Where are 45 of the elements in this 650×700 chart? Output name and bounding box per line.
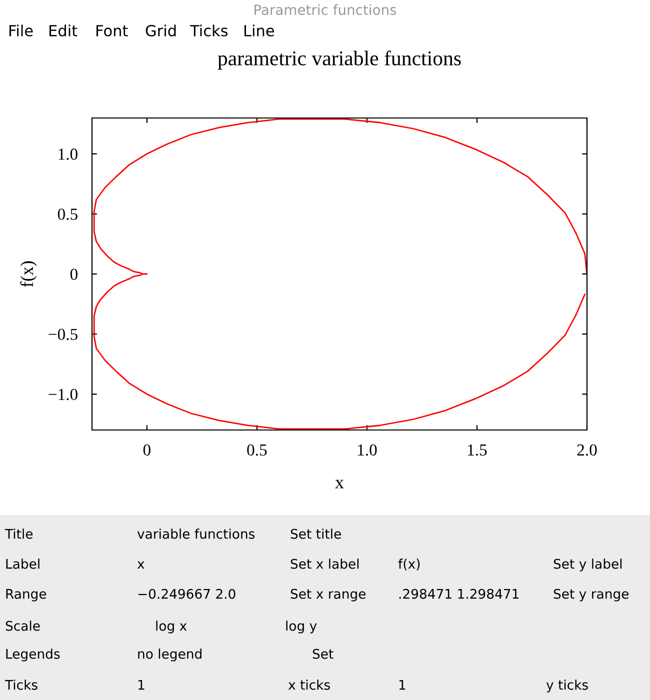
text: no legend xyxy=(138,648,202,662)
y-tick-label: −0.5 xyxy=(48,328,78,340)
text: Set x range xyxy=(290,588,366,602)
text: Set x label xyxy=(290,558,359,569)
y-axis-title: f(x) xyxy=(20,261,37,287)
x-axis-title: x xyxy=(335,480,344,488)
text: Edit xyxy=(50,24,78,36)
text: Ticks xyxy=(4,680,38,690)
x-tick-label: 0.5 xyxy=(247,444,267,456)
y-tick-label: 0.5 xyxy=(58,208,78,220)
x-tick-label: 1.0 xyxy=(358,444,377,456)
text: Font xyxy=(96,25,128,36)
text: y ticks xyxy=(546,680,588,692)
text: x ticks xyxy=(288,680,330,690)
text: f(x) xyxy=(398,558,420,570)
text: 1 xyxy=(138,680,144,690)
text: Set y label xyxy=(554,558,622,572)
y-tick-label: 1.0 xyxy=(58,148,78,160)
text: Line xyxy=(244,24,274,36)
y-tick-label: −1.0 xyxy=(48,388,78,400)
x-tick-label: 1.5 xyxy=(468,444,487,456)
text: Label xyxy=(6,558,40,569)
text: Grid xyxy=(146,24,176,36)
text: log y xyxy=(286,620,317,634)
y-tick-label: 0 xyxy=(70,268,78,280)
text: x xyxy=(137,561,144,569)
text: log x xyxy=(156,620,187,634)
text: Title xyxy=(4,528,33,539)
text: Scale xyxy=(6,620,40,631)
text: 1 xyxy=(399,680,406,690)
text: Set title xyxy=(290,528,341,539)
text: File xyxy=(10,24,33,36)
chart-title: parametric variable functions xyxy=(218,50,461,70)
line-series xyxy=(93,118,587,430)
text: .298471 1.298471 xyxy=(399,588,518,599)
text: Legends xyxy=(6,648,60,662)
text: Parametric functions xyxy=(254,4,396,16)
text: variable functions xyxy=(137,528,255,539)
text: Range xyxy=(6,589,46,602)
text: Ticks xyxy=(190,24,228,36)
text: Set xyxy=(312,648,334,659)
text: −0.249667 2.0 xyxy=(138,588,236,599)
x-tick-label: 0 xyxy=(143,444,150,456)
x-tick-label: 2.0 xyxy=(577,444,597,456)
text: Set y range xyxy=(554,588,629,602)
